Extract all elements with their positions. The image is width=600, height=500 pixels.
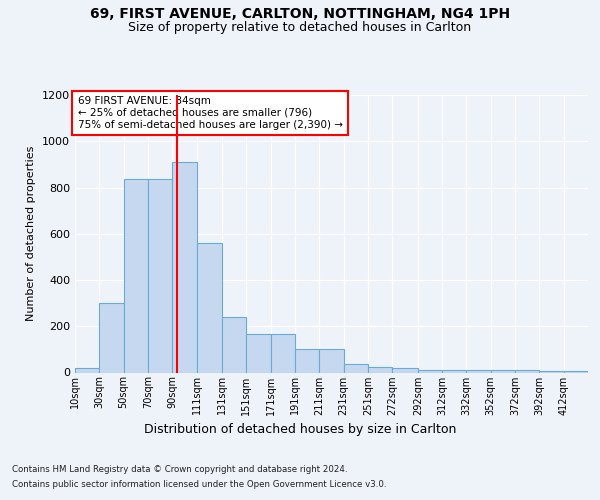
Text: 69, FIRST AVENUE, CARLTON, NOTTINGHAM, NG4 1PH: 69, FIRST AVENUE, CARLTON, NOTTINGHAM, N… — [90, 8, 510, 22]
Text: Size of property relative to detached houses in Carlton: Size of property relative to detached ho… — [128, 21, 472, 34]
Text: Contains HM Land Registry data © Crown copyright and database right 2024.: Contains HM Land Registry data © Crown c… — [12, 465, 347, 474]
Bar — [515, 370, 539, 372]
Bar — [172, 162, 197, 372]
Y-axis label: Number of detached properties: Number of detached properties — [26, 146, 37, 322]
Bar — [222, 317, 247, 372]
Text: 69 FIRST AVENUE: 84sqm
← 25% of detached houses are smaller (796)
75% of semi-de: 69 FIRST AVENUE: 84sqm ← 25% of detached… — [77, 96, 343, 130]
Bar — [319, 350, 344, 372]
Bar — [75, 368, 100, 372]
Bar — [442, 370, 466, 372]
Bar — [148, 180, 172, 372]
Bar — [418, 370, 442, 372]
Bar — [247, 334, 271, 372]
Bar — [392, 368, 418, 372]
Bar — [344, 364, 368, 372]
Bar — [271, 334, 295, 372]
Bar — [100, 303, 124, 372]
Bar — [466, 370, 491, 372]
Bar — [124, 180, 148, 372]
Bar — [295, 350, 319, 372]
Bar — [197, 243, 222, 372]
Text: Distribution of detached houses by size in Carlton: Distribution of detached houses by size … — [144, 422, 456, 436]
Text: Contains public sector information licensed under the Open Government Licence v3: Contains public sector information licen… — [12, 480, 386, 489]
Bar — [491, 370, 515, 372]
Bar — [368, 366, 392, 372]
